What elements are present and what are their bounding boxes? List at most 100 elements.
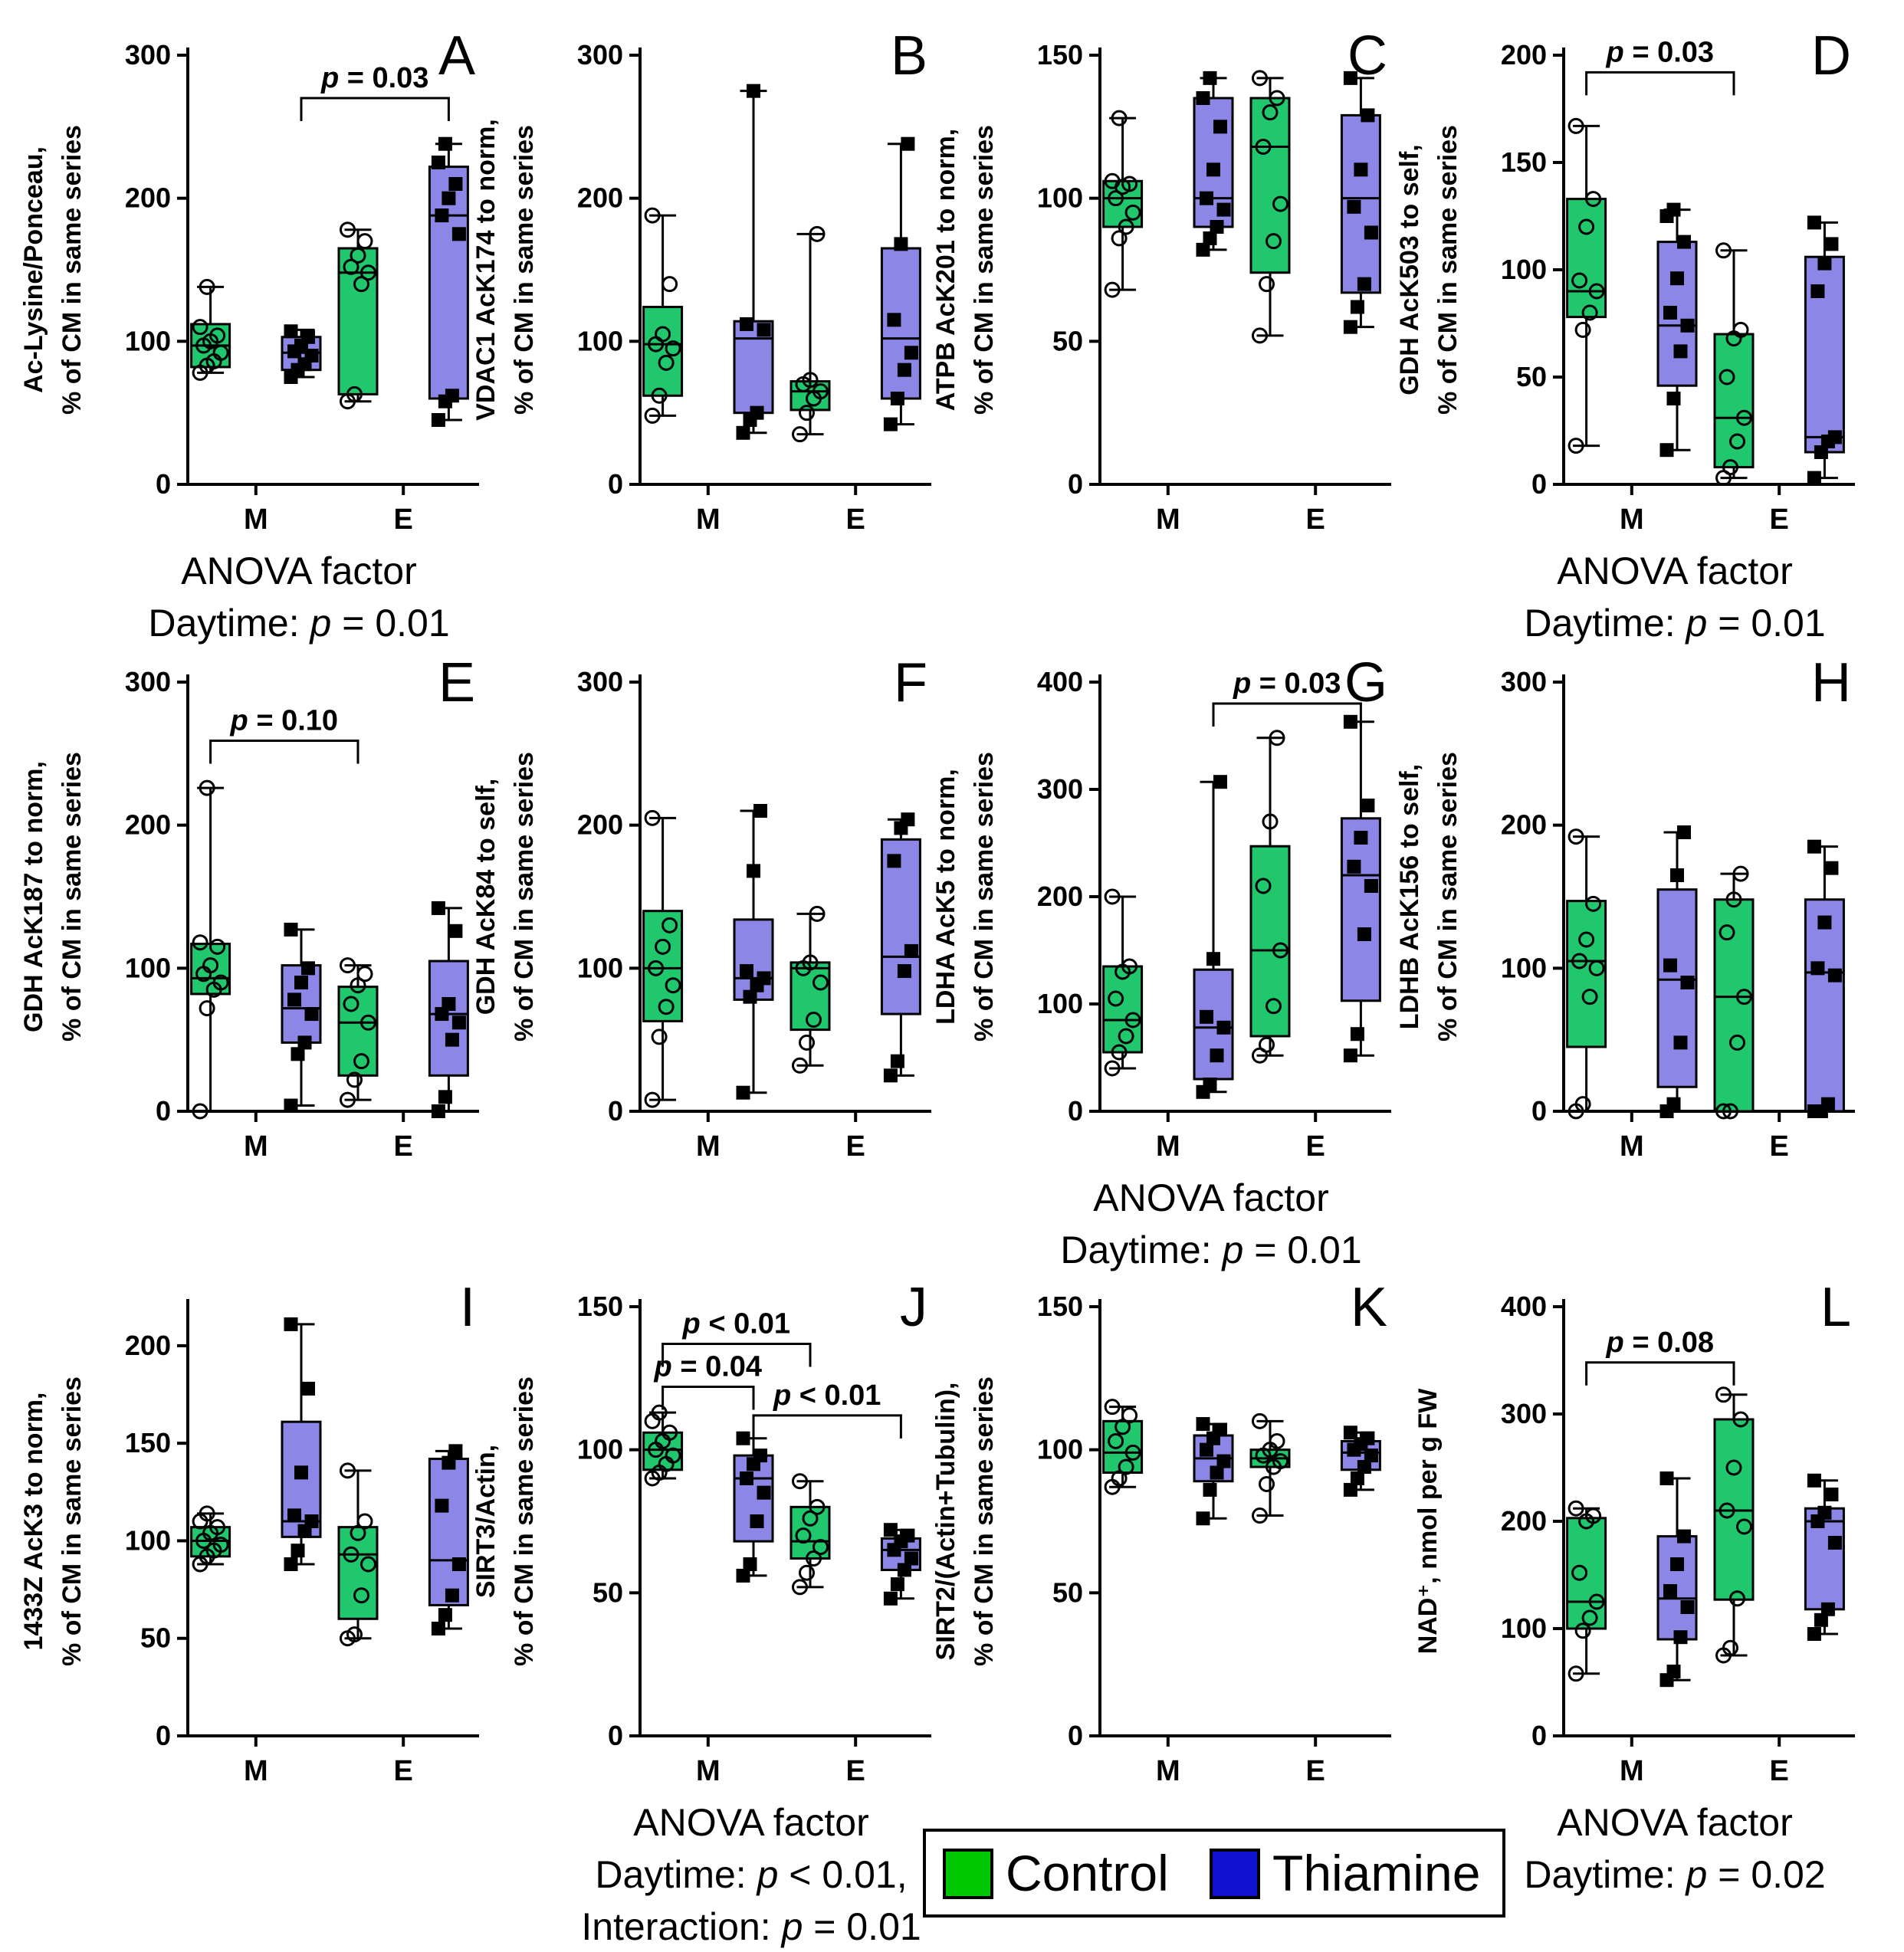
- iqr-box: [428, 166, 469, 400]
- data-point: [1725, 1459, 1742, 1476]
- y-tick-label: 200: [1037, 881, 1083, 912]
- significance-bracket: [752, 1414, 902, 1439]
- box-E-thiamine: [1804, 1473, 1845, 1641]
- data-point: [736, 1085, 750, 1100]
- data-point: [1666, 1665, 1681, 1678]
- data-point: [1354, 831, 1368, 845]
- data-point: [1272, 1453, 1288, 1470]
- data-point: [1817, 1505, 1832, 1520]
- data-point: [1343, 714, 1357, 729]
- data-point: [736, 425, 750, 440]
- data-point: [812, 974, 829, 991]
- data-point: [890, 1054, 904, 1068]
- data-point: [1588, 283, 1605, 300]
- y-axis-label: 1433Z AcK3 to norm,: [19, 1393, 48, 1651]
- anova-annotation: ANOVA factor: [633, 1801, 869, 1844]
- data-point: [1827, 1536, 1842, 1550]
- data-point: [644, 809, 661, 826]
- data-point: [740, 964, 753, 979]
- legend-swatch-control: [943, 1849, 993, 1899]
- data-point: [304, 1007, 319, 1022]
- panel-letter: B: [891, 25, 927, 87]
- y-tick-label: 200: [125, 182, 171, 214]
- data-point: [1736, 409, 1752, 426]
- box-E-control: [1249, 730, 1291, 1064]
- data-point: [445, 1588, 459, 1603]
- data-point: [1578, 931, 1595, 948]
- data-point: [356, 233, 373, 250]
- anova-annotation: Daytime: p = 0.01: [1524, 602, 1825, 645]
- data-point: [1104, 172, 1121, 189]
- data-point: [1736, 1518, 1752, 1535]
- data-point: [1677, 825, 1691, 839]
- data-point: [1719, 369, 1735, 385]
- data-point: [802, 372, 819, 389]
- data-point: [750, 405, 764, 420]
- panel-letter: K: [1351, 1277, 1387, 1338]
- box-M-thiamine: [1193, 71, 1234, 257]
- y-tick-label: 200: [125, 1330, 171, 1361]
- data-point: [1663, 1584, 1677, 1598]
- data-point: [1820, 1097, 1835, 1111]
- data-point: [350, 247, 366, 264]
- data-point: [1666, 392, 1681, 405]
- legend-label-control: Control: [1006, 1845, 1169, 1901]
- box-M-control: [190, 1505, 231, 1573]
- data-point: [304, 1514, 319, 1528]
- data-point: [887, 854, 901, 868]
- x-category-label: M: [1156, 1755, 1180, 1787]
- data-point: [1814, 445, 1828, 459]
- iqr-box: [880, 838, 921, 1015]
- panel-letter: F: [894, 652, 927, 714]
- data-point: [1203, 1482, 1217, 1497]
- data-point: [750, 1514, 764, 1528]
- data-point: [301, 961, 315, 976]
- data-point: [212, 344, 229, 361]
- panel-J: 0 50 100 150 M E SIRT3/Actin, % of CM in same s…: [471, 1277, 931, 1948]
- y-axis-label: Ac-Lysine/Ponceau,: [19, 146, 48, 393]
- data-point: [757, 971, 771, 986]
- x-category-label: E: [1770, 504, 1789, 536]
- y-tick-label: 0: [156, 1720, 171, 1751]
- box-E-thiamine: [428, 136, 469, 427]
- y-tick-label: 400: [1037, 666, 1083, 697]
- y-axis-label: GDH AcK84 to self,: [471, 779, 501, 1015]
- x-category-label: E: [394, 1130, 413, 1163]
- data-point: [1574, 321, 1591, 338]
- y-axis-label: % of CM in same series: [57, 1376, 87, 1666]
- y-axis-label: % of CM in same series: [510, 752, 539, 1042]
- data-point: [1715, 1103, 1732, 1120]
- data-point: [1827, 430, 1842, 445]
- data-point: [1571, 953, 1588, 969]
- data-point: [1585, 191, 1602, 208]
- data-point: [644, 1091, 661, 1108]
- y-tick-label: 100: [1501, 1612, 1547, 1644]
- data-point: [1364, 879, 1378, 893]
- anova-annotation: Daytime: p = 0.01: [148, 602, 449, 645]
- data-point: [340, 221, 356, 238]
- y-tick-label: 200: [577, 182, 623, 214]
- data-point: [1252, 1412, 1268, 1429]
- box-M-control: [1102, 110, 1144, 298]
- data-point: [799, 405, 815, 422]
- y-tick-label: 0: [156, 1095, 171, 1127]
- data-point: [212, 974, 229, 991]
- data-point: [340, 1462, 356, 1479]
- data-point: [1732, 1411, 1749, 1428]
- x-category-label: M: [1620, 504, 1644, 536]
- data-point: [1111, 110, 1128, 126]
- box-E-control: [1713, 865, 1755, 1120]
- box-E-control: [1713, 242, 1755, 487]
- y-tick-label: 200: [577, 809, 623, 841]
- data-point: [1663, 958, 1677, 973]
- y-tick-label: 50: [593, 1576, 623, 1608]
- data-point: [747, 864, 760, 878]
- y-axis-label: % of CM in same series: [970, 1376, 999, 1666]
- data-point: [350, 977, 366, 994]
- y-tick-label: 0: [1068, 1720, 1083, 1751]
- data-point: [1203, 71, 1217, 85]
- data-point: [1200, 191, 1213, 205]
- data-point: [1350, 300, 1364, 314]
- panel-E: 0 100 200 300 M E GDH AcK187 to norm, % of CM i…: [19, 652, 479, 1163]
- data-point: [792, 1473, 808, 1490]
